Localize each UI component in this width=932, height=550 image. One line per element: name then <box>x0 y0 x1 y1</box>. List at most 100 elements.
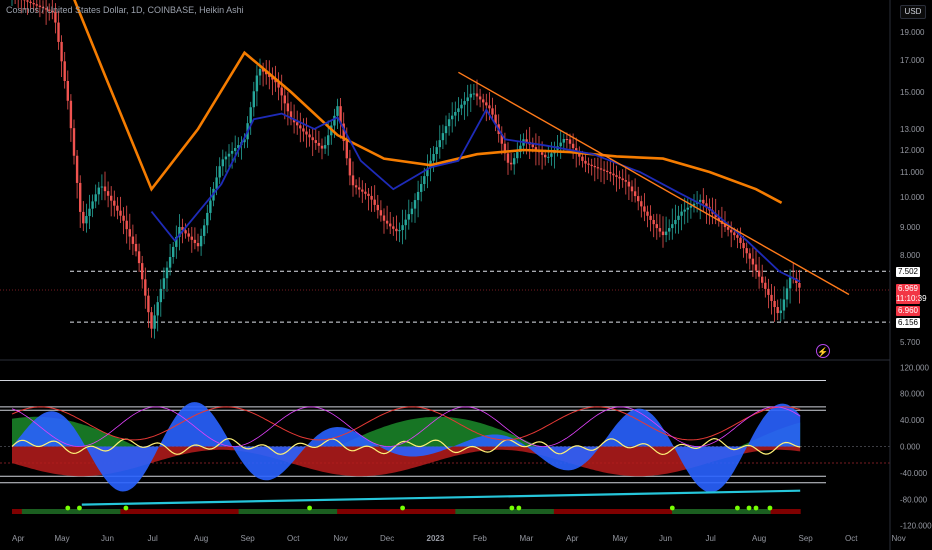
candle-body <box>339 106 342 124</box>
candle-body <box>723 223 727 228</box>
signal-strip-segment <box>189 509 200 514</box>
candle-body <box>395 228 398 232</box>
candle-body <box>258 68 262 76</box>
candle-body <box>35 4 38 6</box>
currency-button[interactable]: USD <box>900 5 926 19</box>
candle-body <box>57 22 60 42</box>
signal-strip-segment <box>425 509 437 514</box>
candle-body <box>565 139 569 141</box>
candle-body <box>364 191 367 194</box>
candle-body <box>714 213 717 218</box>
x-tick-label: Sep <box>241 534 256 543</box>
candle-body <box>488 105 491 109</box>
signal-dot <box>65 505 71 511</box>
x-tick-label: Jul <box>148 534 158 543</box>
candle-body <box>113 200 116 206</box>
signal-strip-segment <box>120 509 131 514</box>
candle-body <box>230 150 234 154</box>
candle-body <box>342 123 345 142</box>
price-tick-label: 5.700 <box>900 338 921 347</box>
x-tick-label: Oct <box>287 534 300 543</box>
candle-body <box>221 159 224 167</box>
candle-body <box>206 212 209 226</box>
candle-body <box>82 211 85 224</box>
candle-body <box>128 229 131 237</box>
oscillator-red-line <box>11 406 801 441</box>
signal-strip-segment <box>681 509 693 514</box>
candle-body <box>345 141 348 159</box>
candle-body <box>699 199 702 202</box>
candle-body <box>404 219 407 226</box>
signal-strip-segment <box>455 509 466 514</box>
candle-body <box>299 125 302 129</box>
candle-body <box>627 181 631 187</box>
x-tick-label: Jul <box>706 534 716 543</box>
candle-body <box>351 175 355 186</box>
candle-body <box>702 199 705 204</box>
candle-body <box>472 93 476 95</box>
signal-strip-segment <box>169 509 180 514</box>
candle-body <box>779 310 782 314</box>
signal-strip-segment <box>593 509 604 514</box>
candle-body <box>283 95 286 104</box>
candle-body <box>38 5 42 7</box>
candle-body <box>798 283 801 288</box>
candle-body <box>615 175 618 177</box>
candle-body <box>435 147 438 155</box>
candle-body <box>621 178 624 181</box>
candle-body <box>460 104 463 109</box>
x-tick-label: Mar <box>520 534 534 543</box>
candle-body <box>633 191 637 197</box>
signal-strip-segment <box>750 509 762 514</box>
signal-strip-segment <box>268 509 279 514</box>
candle-body <box>540 152 544 155</box>
candle-body <box>358 187 361 190</box>
signal-strip-segment <box>632 509 644 514</box>
candle-body <box>562 139 565 143</box>
signal-strip-segment <box>553 509 565 514</box>
candle-body <box>761 276 764 283</box>
signal-strip-segment <box>100 509 112 514</box>
oscillator-magenta-line <box>11 406 801 447</box>
x-tick-label: Dec <box>380 534 394 543</box>
signal-strip-segment <box>711 509 722 514</box>
candle-body <box>584 160 587 164</box>
x-tick-label: Aug <box>194 534 208 543</box>
oscillator-blue-area <box>12 402 801 493</box>
signal-strip-segment <box>603 509 614 514</box>
signal-strip-segment <box>159 509 171 514</box>
chart-title: Cosmos / United States Dollar, 1D, COINB… <box>6 5 244 15</box>
candle-body <box>475 93 479 97</box>
price-tick-label: 9.000 <box>900 223 921 232</box>
candle-body <box>54 12 57 23</box>
signal-strip-segment <box>484 509 496 514</box>
signal-strip-segment <box>366 509 378 514</box>
candle-body <box>664 231 668 236</box>
signal-strip-segment <box>258 509 269 514</box>
signal-strip-segment <box>337 509 348 514</box>
signal-strip-segment <box>741 509 752 514</box>
candle-body <box>578 152 581 157</box>
oscillator-green-area <box>12 416 801 447</box>
candle-body <box>116 205 119 211</box>
candle-body <box>531 144 534 148</box>
candle-body <box>550 153 553 157</box>
signal-strip-segment <box>465 509 476 514</box>
signal-strip-segment <box>90 509 102 514</box>
signal-strip-segment <box>199 509 210 514</box>
oscillator-trendline <box>81 489 801 506</box>
candle-body <box>602 169 606 171</box>
candle-body <box>447 119 451 127</box>
candle-body <box>69 100 73 129</box>
signal-strip-segment <box>642 509 653 514</box>
candle-body <box>305 131 308 135</box>
signal-strip-segment <box>61 509 72 514</box>
signal-strip-segment <box>12 509 23 514</box>
candle-body <box>333 115 336 126</box>
candle-body <box>612 173 615 176</box>
candle-body <box>370 195 373 200</box>
lightning-icon[interactable]: ⚡ <box>816 344 830 358</box>
candle-body <box>289 111 293 120</box>
candle-body <box>88 208 91 217</box>
